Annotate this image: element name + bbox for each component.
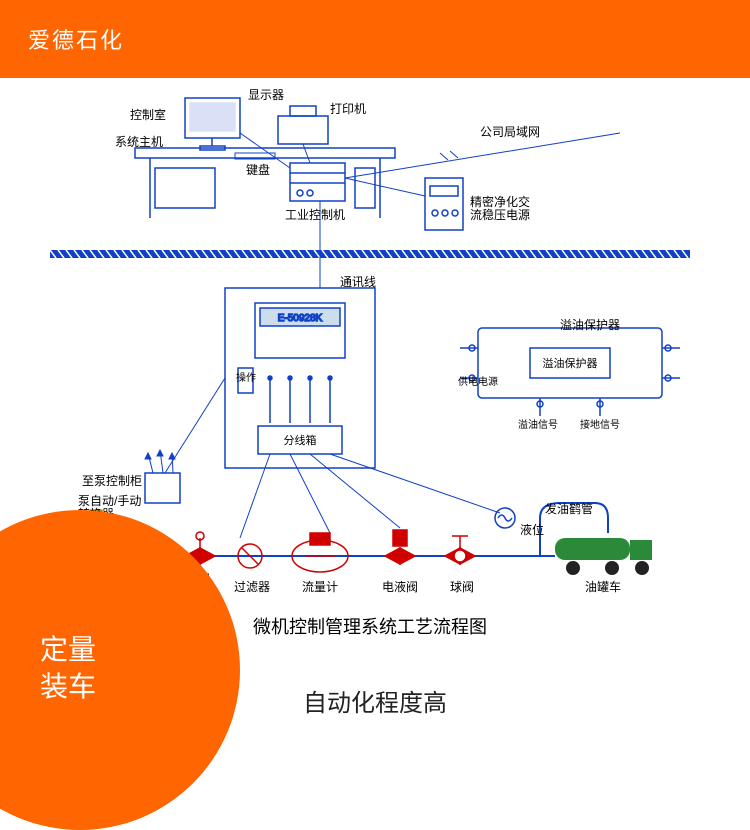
lbl-lan: 公司局域网 (480, 123, 540, 140)
brand-name: 爱德石化 (28, 23, 124, 55)
svg-text:操作: 操作 (236, 371, 256, 384)
diagram-title: 微机控制管理系统工艺流程图 (253, 617, 487, 637)
lbl-protector: 溢油保护器 (560, 316, 620, 333)
footer-line-1: 定量 (40, 632, 96, 668)
lbl-crane: 发油鹤管 (545, 500, 593, 517)
footer-text: 定量 装车 (40, 632, 96, 705)
lbl-ipc: 工业控制机 (285, 206, 345, 223)
svg-text:溢油保护器: 溢油保护器 (543, 356, 598, 370)
svg-text:分线箱: 分线箱 (284, 433, 317, 447)
lbl-flow: 流量计 (302, 578, 338, 595)
lbl-to-pump: 至泵控制柜 (82, 472, 142, 489)
lbl-gnd-sig: 接地信号 (580, 416, 620, 431)
lbl-pwr: 供电电源 (458, 373, 498, 388)
footer-line-2: 装车 (40, 669, 96, 705)
lbl-power: 精密净化交 流稳压电源 (470, 196, 530, 222)
lbl-printer: 打印机 (330, 100, 366, 117)
lbl-level: 液位 (520, 521, 544, 538)
lbl-oil-sig: 溢油信号 (518, 416, 558, 431)
lbl-ball: 球阀 (450, 578, 474, 595)
header-bar: 爱德石化 (0, 0, 750, 78)
lbl-keyboard: 键盘 (246, 161, 270, 178)
svg-text:E-50928K: E-50928K (278, 313, 323, 324)
lbl-tanker: 油罐车 (585, 578, 621, 595)
lbl-control-room: 控制室 (130, 106, 166, 123)
lbl-filter: 过滤器 (234, 578, 270, 595)
lbl-system-host: 系统主机 (115, 133, 163, 150)
lbl-comm: 通讯线 (340, 273, 376, 290)
lbl-monitor: 显示器 (248, 86, 284, 103)
lbl-sol: 电液阀 (382, 578, 418, 595)
subtitle: 自动化程度高 (303, 683, 447, 718)
